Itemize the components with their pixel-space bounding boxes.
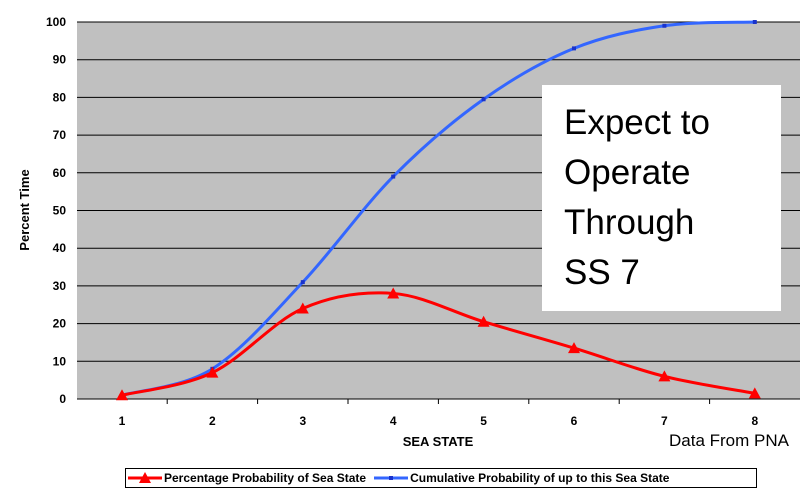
y-tick-label-100: 100 [46,15,66,29]
y-tick-label-90: 90 [53,53,67,67]
y-tick-labels: 0 10 20 30 40 50 60 70 80 90 100 [46,15,66,406]
y-tick-label-30: 30 [53,279,67,293]
point-cumulative-8 [752,20,757,24]
annotation-box: Expect to Operate Through SS 7 [542,85,781,311]
x-tick-label-7: 7 [661,414,668,428]
x-tick-label-1: 1 [119,414,126,428]
point-percentage-8 [748,387,761,399]
point-cumulative-3 [300,280,305,285]
y-tick-label-70: 70 [53,128,67,142]
x-tick-label-5: 5 [480,414,487,428]
legend: Percentage Probability of Sea State Cumu… [125,468,757,488]
point-percentage-7 [658,370,671,382]
legend-item-cumulative: Cumulative Probability of up to this Sea… [372,471,669,485]
series-line-cumulative [121,20,755,397]
annotation-line-3: Through [564,203,695,242]
legend-swatch-red-triangle [128,472,162,483]
annotation-line-2: Operate [564,153,691,192]
y-tick-label-10: 10 [53,354,67,368]
legend-item-percentage: Percentage Probability of Sea State [126,471,366,485]
series-lines [116,20,761,401]
point-percentage-1 [116,389,128,401]
point-cumulative-4 [391,174,396,179]
y-tick-label-50: 50 [53,204,67,218]
point-percentage-3 [296,302,309,314]
annotation-line-4: SS 7 [564,253,640,292]
annotation-line-1: Expect to [564,103,710,142]
x-tick-label-4: 4 [390,414,397,428]
data-source-note: Data From PNA [669,431,789,450]
x-axis-title: SEA STATE [403,434,474,449]
legend-label-percentage: Percentage Probability of Sea State [164,471,367,485]
x-tick-label-3: 3 [299,414,306,428]
point-percentage-6 [568,342,580,354]
point-cumulative-5 [481,97,486,102]
point-percentage-5 [477,315,490,327]
y-tick-label-80: 80 [53,90,67,104]
x-tick-label-6: 6 [571,414,578,428]
series-line-percentage [121,291,756,397]
legend-swatch-blue-square [374,476,409,480]
point-cumulative-6 [572,46,576,51]
point-cumulative-7 [662,23,667,28]
y-tick-label-40: 40 [53,241,67,255]
legend-label-cumulative: Cumulative Probability of up to this Sea… [410,471,670,485]
point-percentage-2 [206,366,219,378]
x-tick-label-8: 8 [751,414,758,428]
point-percentage-4 [387,287,400,299]
gridlines [77,21,800,404]
x-tick-labels: 1 2 3 4 5 6 7 8 [119,414,759,428]
x-tick-label-2: 2 [209,414,216,428]
y-tick-label-60: 60 [53,166,67,180]
y-tick-label-20: 20 [53,317,67,331]
y-tick-label-0: 0 [59,392,66,406]
y-axis-title: Percent Time [17,169,32,250]
